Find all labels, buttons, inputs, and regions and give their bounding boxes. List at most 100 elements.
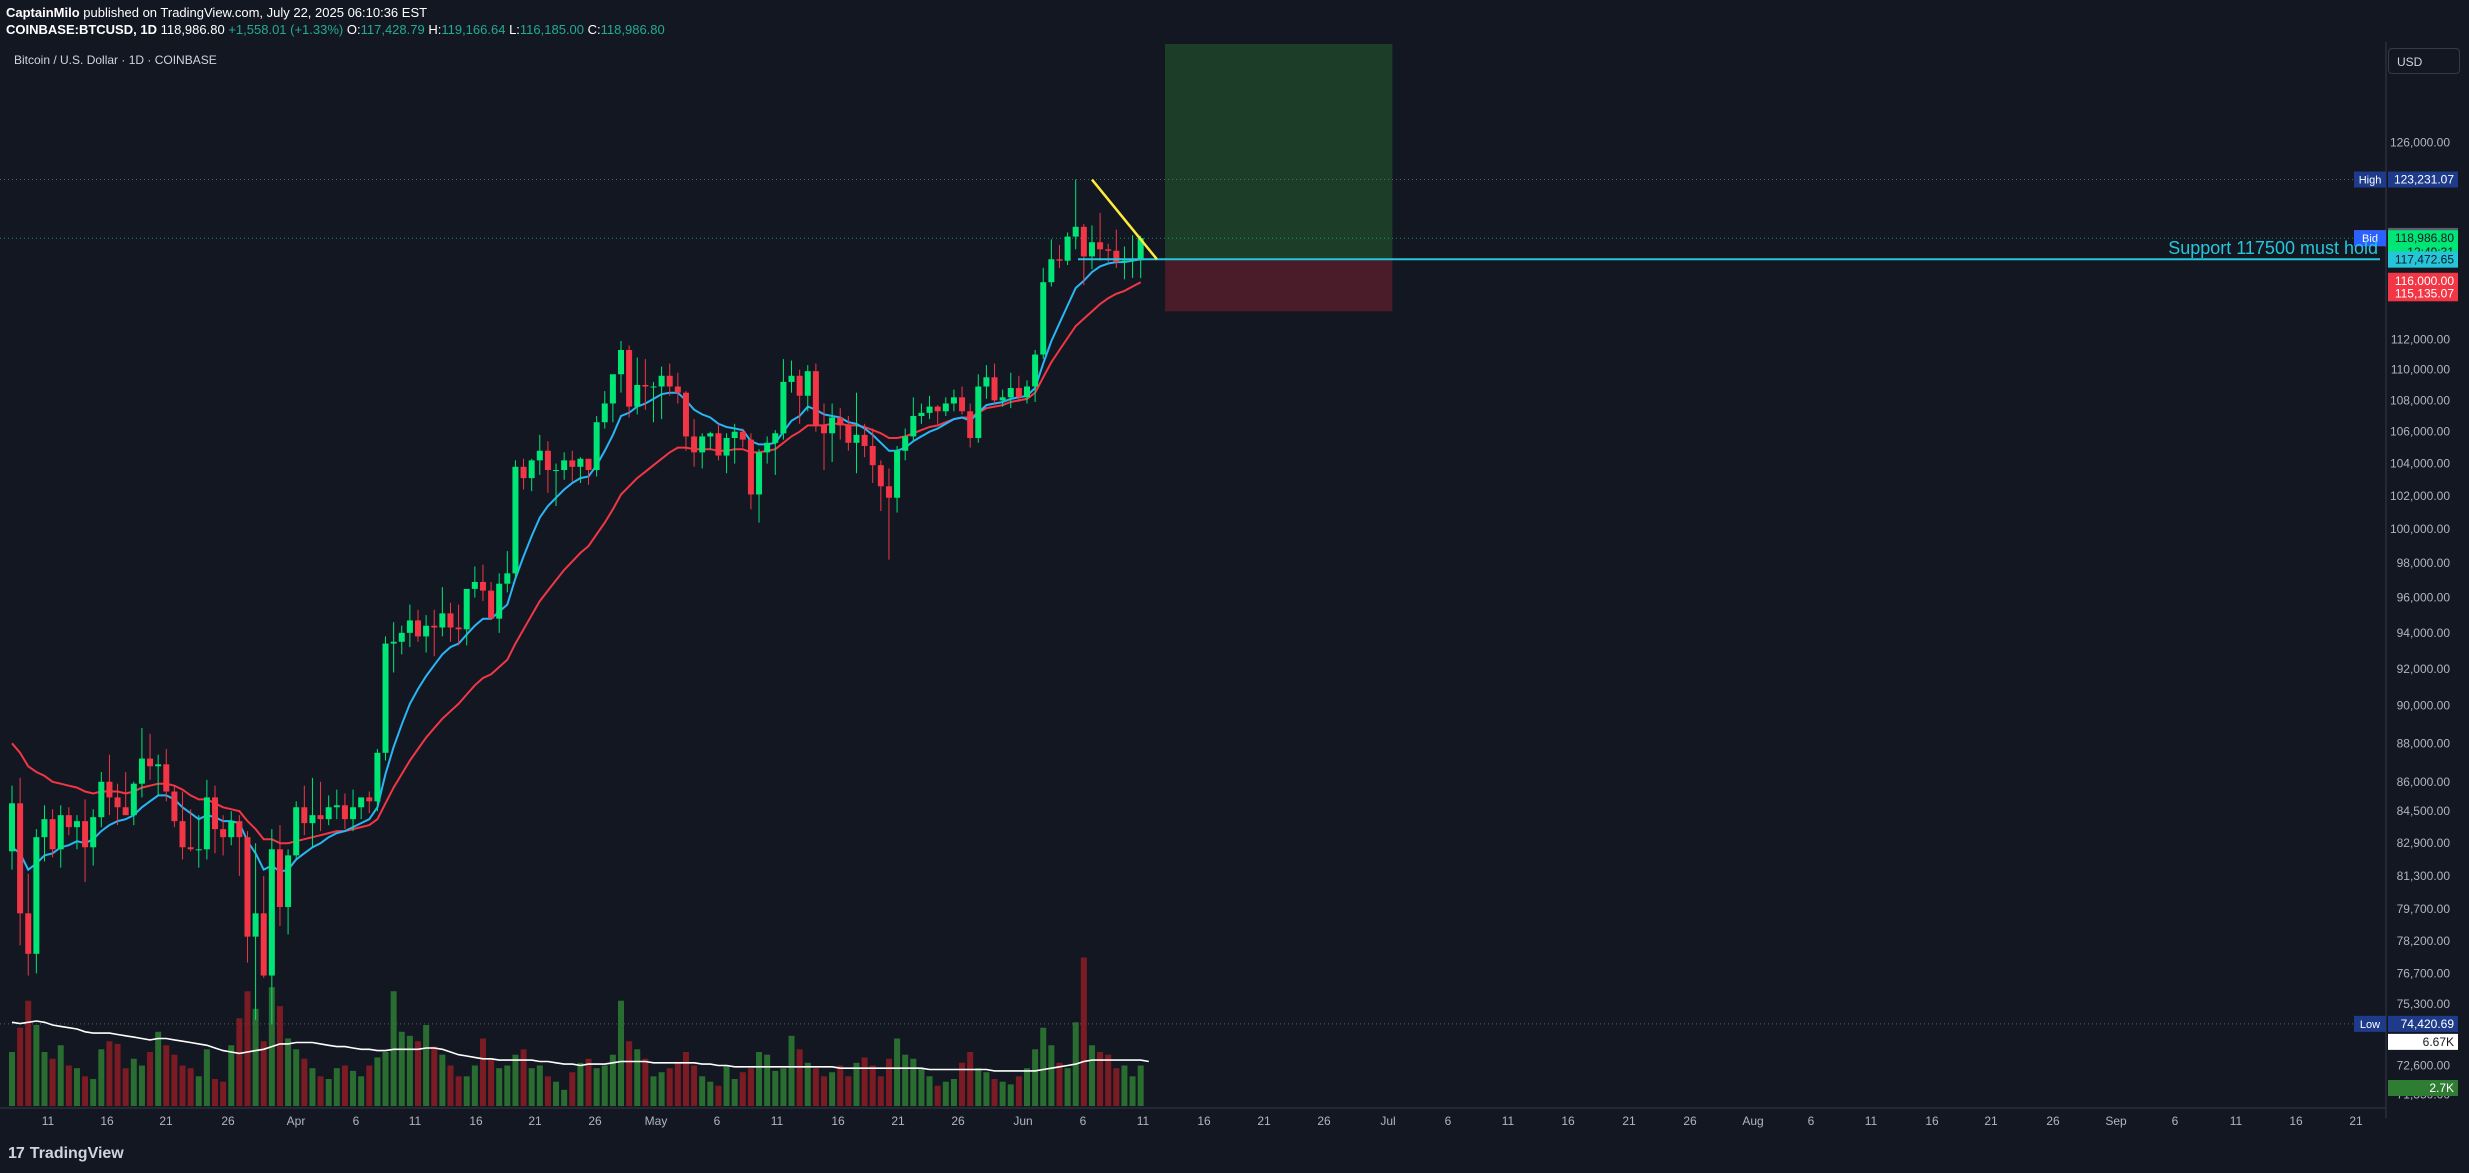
volume-bar xyxy=(285,1038,292,1106)
volume-bar xyxy=(415,1041,421,1106)
volume-bar xyxy=(106,1041,113,1106)
candle-body xyxy=(228,821,235,838)
volume-bar xyxy=(17,1027,24,1106)
y-tick-label: 82,900.00 xyxy=(2397,836,2451,850)
x-tick-label: 26 xyxy=(2046,1114,2060,1128)
x-tick-label: 16 xyxy=(100,1114,114,1128)
price-axis-label-box xyxy=(2388,285,2458,302)
candle-body xyxy=(691,436,698,453)
candle-body xyxy=(910,415,917,437)
candle-body xyxy=(918,412,925,416)
candle-body xyxy=(536,450,543,461)
volume-bar xyxy=(49,1058,56,1106)
candle-body xyxy=(73,821,80,828)
candle-body xyxy=(747,439,754,495)
x-tick-label: 21 xyxy=(2349,1114,2363,1128)
candle-body xyxy=(406,620,413,633)
volume-bar xyxy=(723,1065,730,1106)
candle-body xyxy=(455,627,462,630)
volume-bar xyxy=(674,1062,681,1106)
tradingview-logo[interactable]: 17 TradingView xyxy=(8,1145,124,1163)
volume-bar xyxy=(179,1065,186,1106)
volume-bar xyxy=(212,1079,218,1106)
candle-body xyxy=(853,434,860,443)
price-axis-label-box xyxy=(2388,251,2458,268)
volume-bar xyxy=(829,1072,836,1106)
volume-bar xyxy=(991,1079,998,1106)
candle-body xyxy=(626,350,633,407)
candle-body xyxy=(431,625,438,628)
price-tag-box xyxy=(2354,171,2386,188)
y-tick-label: 126,000.00 xyxy=(2390,135,2450,149)
close-label: C: xyxy=(587,22,601,37)
y-tick-label: 72,600.00 xyxy=(2397,1058,2451,1072)
candle-body xyxy=(488,590,495,619)
candle-body xyxy=(236,821,243,838)
x-tick-label: Jun xyxy=(1013,1114,1032,1128)
volume-bar xyxy=(187,1068,194,1106)
candle-body xyxy=(983,377,990,387)
volume-bar xyxy=(975,1068,982,1106)
candle-body xyxy=(829,417,836,434)
candle-body xyxy=(1113,250,1120,263)
candle-body xyxy=(707,433,714,437)
x-tick-label: 6 xyxy=(714,1114,721,1128)
volume-bar xyxy=(374,1057,381,1106)
candle-body xyxy=(9,803,15,852)
price-tag-box xyxy=(2354,1015,2386,1032)
x-tick-label: 6 xyxy=(1080,1114,1087,1128)
y-tick-label: 104,000.00 xyxy=(2390,457,2450,471)
price-chart[interactable]: 126,000.00 112,000.00 110,000.00 108,000.00… xyxy=(0,42,2469,1173)
volume-bar xyxy=(894,1038,901,1106)
volume-bar xyxy=(861,1057,868,1106)
volume-bar xyxy=(203,1049,210,1106)
y-tick-label: 84,500.00 xyxy=(2397,804,2451,818)
candle-body xyxy=(309,815,316,824)
candle-body xyxy=(350,807,357,820)
candle-body xyxy=(423,625,430,637)
candle-body xyxy=(821,425,827,434)
candle-body xyxy=(520,466,527,479)
candle-body xyxy=(333,805,340,808)
publisher-line: CaptainMilo published on TradingView.com… xyxy=(6,5,427,20)
volume-bar xyxy=(479,1038,486,1106)
currency-selector[interactable]: USD xyxy=(2388,48,2460,74)
candle-body xyxy=(642,384,649,387)
volume-bar xyxy=(1064,1068,1071,1106)
candle-body xyxy=(601,403,608,423)
volume-bar xyxy=(98,1049,105,1106)
volume-bar xyxy=(301,1058,308,1106)
x-tick-label: 6 xyxy=(353,1114,360,1128)
low-value: 116,185.00 xyxy=(519,22,585,37)
candle-body xyxy=(163,764,170,792)
volume-bar xyxy=(926,1076,933,1106)
volume-bar xyxy=(869,1065,876,1106)
candle-body xyxy=(114,797,121,808)
y-tick-label: 75,300.00 xyxy=(2397,997,2451,1011)
price-axis-label-box xyxy=(2388,230,2458,247)
open-value: 117,428.79 xyxy=(360,22,425,37)
volume-bar xyxy=(999,1081,1006,1106)
volume-bar xyxy=(252,1008,259,1106)
volume-bar xyxy=(536,1065,543,1106)
y-tick-label: 98,000.00 xyxy=(2397,556,2451,570)
candle-body xyxy=(780,381,787,434)
x-tick-label: May xyxy=(645,1114,668,1128)
candle-body xyxy=(739,431,746,440)
volume-bar xyxy=(593,1068,600,1106)
candle-body xyxy=(577,458,584,467)
volume-bar xyxy=(244,991,251,1106)
price-axis-label: 6.67K xyxy=(2423,1035,2454,1049)
candle-body xyxy=(374,752,381,802)
volume-bar xyxy=(1129,1076,1136,1106)
candle-body xyxy=(723,438,730,456)
x-tick-label: 16 xyxy=(1925,1114,1939,1128)
stop-zone xyxy=(1165,259,1393,312)
volume-bar xyxy=(796,1049,803,1106)
volume-bar xyxy=(528,1068,535,1106)
candle-body xyxy=(561,460,568,471)
author-name[interactable]: CaptainMilo xyxy=(6,5,80,20)
candle-body xyxy=(447,613,454,628)
chart-symbol-title: Bitcoin / U.S. Dollar · 1D · COINBASE xyxy=(14,53,217,67)
volume-bar xyxy=(423,1025,430,1106)
